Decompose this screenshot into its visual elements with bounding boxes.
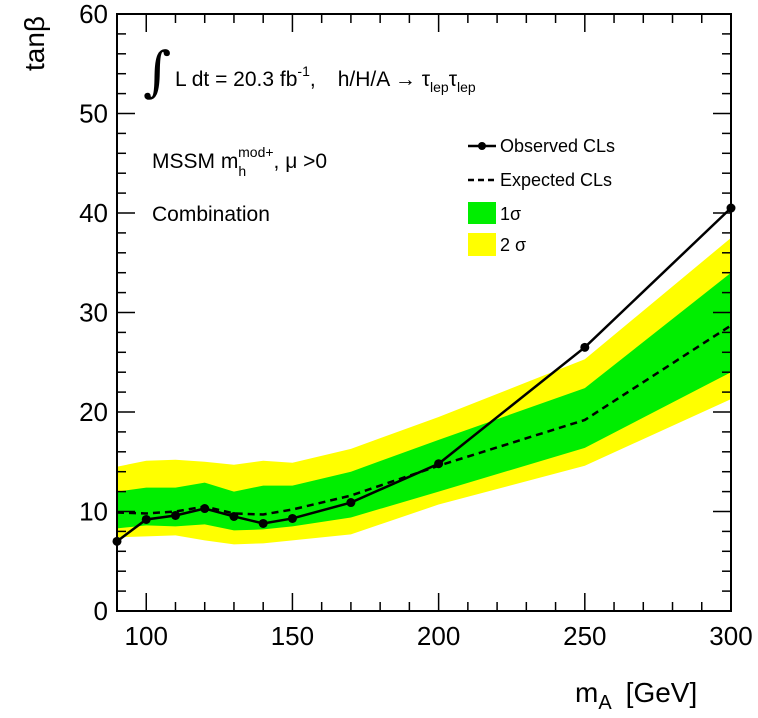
x-axis-title-main: m: [575, 677, 598, 708]
lumi-exponent: -1: [297, 63, 310, 79]
axis-ticks: 100 150 200 250 300 0 10 20 30 40 50 60: [79, 0, 753, 651]
observed-point: [258, 518, 268, 528]
combination-label: Combination: [152, 203, 270, 226]
x-axis-title-unit: [GeV]: [626, 677, 698, 708]
x-tick-label: 250: [563, 621, 606, 651]
uncertainty-bands: [117, 237, 731, 545]
observed-point: [287, 513, 297, 523]
model-sup: mod+: [238, 144, 273, 160]
legend-1sigma-swatch: [468, 202, 496, 224]
observed-point: [229, 511, 239, 521]
y-tick-label: 50: [79, 99, 108, 129]
model-sub: h: [238, 163, 246, 179]
legend-observed-label: Observed CLs: [500, 136, 615, 156]
band-2sigma: [117, 237, 731, 545]
x-axis-title-sub: A: [598, 692, 612, 714]
observed-point: [141, 514, 151, 524]
y-tick-label: 20: [79, 397, 108, 427]
legend-observed-marker: [478, 142, 486, 150]
tau-sub-2: lep: [457, 79, 476, 95]
x-tick-label: 200: [417, 621, 460, 651]
expected-line: [116, 324, 732, 516]
model-suffix: , μ >0: [274, 150, 328, 173]
model-prefix: MSSM m: [152, 150, 238, 173]
x-axis-title: mA [GeV]: [575, 677, 697, 714]
x-tick-label: 100: [125, 621, 168, 651]
model-annotation: MSSM mh mod+, μ >0: [152, 144, 327, 179]
y-tick-label: 10: [79, 497, 108, 527]
x-tick-label: 150: [271, 621, 314, 651]
legend-expected-label: Expected CLs: [500, 170, 612, 190]
lumi-comma: ,: [310, 68, 316, 91]
legend-2sigma-swatch: [468, 233, 496, 256]
observed-point: [346, 498, 356, 508]
tau-sub-1: lep: [430, 79, 449, 95]
process-text: h/H/A → τ: [338, 68, 431, 91]
legend: Observed CLs Expected CLs 1σ 2 σ: [468, 136, 615, 256]
lumi-text: L dt = 20.3 fb: [175, 68, 297, 91]
tau-2: τ: [449, 68, 458, 91]
legend-2sigma-label: 2 σ: [500, 235, 526, 255]
integral-sign: ∫: [143, 40, 171, 103]
observed-point: [200, 504, 210, 514]
y-tick-label: 60: [79, 0, 108, 29]
band-1sigma: [117, 272, 731, 531]
y-tick-label: 40: [79, 198, 108, 228]
y-tick-label: 30: [79, 298, 108, 328]
limit-lines: [112, 203, 736, 546]
observed-point: [434, 459, 444, 469]
x-tick-label: 300: [709, 621, 752, 651]
observed-point: [170, 510, 180, 520]
observed-point: [580, 342, 590, 352]
legend-1sigma-label: 1σ: [500, 204, 521, 224]
y-axis-title: tanβ: [19, 16, 50, 71]
y-tick-label: 0: [94, 596, 108, 626]
lumi-annotation: L dt = 20.3 fb-1, h/H/A → τlepτlep: [175, 63, 476, 95]
